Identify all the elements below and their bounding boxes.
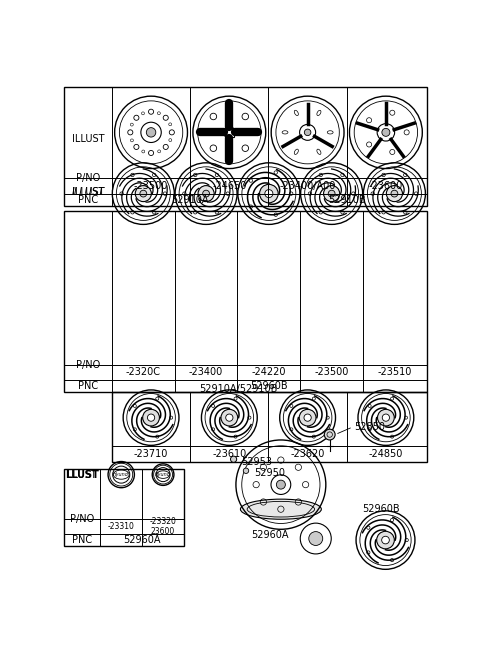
- Circle shape: [328, 191, 335, 197]
- Text: -23710: -23710: [134, 449, 168, 459]
- Circle shape: [299, 409, 316, 426]
- Text: -23500: -23500: [314, 367, 349, 377]
- Circle shape: [198, 185, 214, 202]
- Text: 52960B: 52960B: [251, 381, 288, 391]
- Text: P/NO: P/NO: [76, 173, 100, 183]
- Circle shape: [147, 414, 155, 421]
- Text: LLUST: LLUST: [65, 470, 99, 480]
- Circle shape: [382, 414, 389, 421]
- Text: -24850: -24850: [369, 449, 403, 459]
- Text: P/NO: P/NO: [76, 359, 100, 369]
- Text: 52950: 52950: [254, 468, 285, 478]
- Text: 52910A: 52910A: [171, 194, 209, 205]
- Circle shape: [224, 127, 235, 138]
- Circle shape: [226, 414, 233, 421]
- Text: ILLUST: ILLUST: [72, 187, 105, 196]
- Text: 52850: 52850: [355, 422, 385, 432]
- Circle shape: [203, 191, 209, 197]
- Circle shape: [143, 409, 159, 426]
- Circle shape: [386, 185, 402, 202]
- Text: ILLUST: ILLUST: [72, 187, 104, 196]
- Text: -23620: -23620: [290, 449, 325, 459]
- Circle shape: [304, 129, 311, 135]
- Text: PNC: PNC: [78, 381, 98, 391]
- Text: Hyund: Hyund: [113, 472, 129, 477]
- Text: PNC: PNC: [72, 535, 92, 545]
- Text: -23600: -23600: [369, 181, 403, 191]
- Text: -2320C: -2320C: [126, 367, 161, 377]
- Text: -23400/A00: -23400/A00: [279, 181, 336, 191]
- Circle shape: [135, 185, 151, 202]
- Text: -23500: -23500: [134, 181, 168, 191]
- Circle shape: [382, 128, 390, 137]
- Circle shape: [243, 468, 249, 474]
- Circle shape: [377, 532, 395, 549]
- Text: 52960A: 52960A: [251, 530, 288, 539]
- Circle shape: [221, 409, 238, 426]
- Text: -23310: -23310: [108, 522, 135, 531]
- Text: PNC: PNC: [78, 194, 98, 205]
- Text: Hyund: Hyund: [155, 472, 171, 477]
- Text: -23510: -23510: [377, 367, 412, 377]
- Circle shape: [324, 185, 340, 202]
- Text: LLUST: LLUST: [67, 470, 97, 480]
- Text: P/NO: P/NO: [70, 514, 94, 524]
- Circle shape: [324, 429, 335, 440]
- Circle shape: [265, 190, 273, 198]
- Ellipse shape: [240, 499, 321, 519]
- Text: -23400: -23400: [189, 367, 223, 377]
- Circle shape: [276, 480, 286, 489]
- FancyBboxPatch shape: [225, 127, 234, 137]
- Circle shape: [382, 536, 389, 544]
- Text: -23610: -23610: [212, 449, 246, 459]
- Text: 52960B: 52960B: [362, 505, 400, 514]
- Text: 52960A: 52960A: [123, 535, 161, 545]
- Circle shape: [377, 409, 394, 426]
- Circle shape: [260, 185, 278, 203]
- Text: 52953: 52953: [241, 457, 272, 466]
- Text: -24650: -24650: [212, 181, 247, 191]
- Circle shape: [309, 532, 323, 545]
- Circle shape: [140, 191, 147, 197]
- Text: ILLUST: ILLUST: [72, 133, 104, 143]
- Circle shape: [230, 456, 237, 463]
- Circle shape: [304, 414, 311, 421]
- Text: -23320
23600: -23320 23600: [150, 516, 177, 536]
- Text: 52910A/52910B: 52910A/52910B: [199, 384, 277, 394]
- Circle shape: [391, 191, 398, 197]
- Circle shape: [146, 127, 156, 137]
- Text: 52910B: 52910B: [328, 194, 366, 205]
- Text: -24220: -24220: [252, 367, 286, 377]
